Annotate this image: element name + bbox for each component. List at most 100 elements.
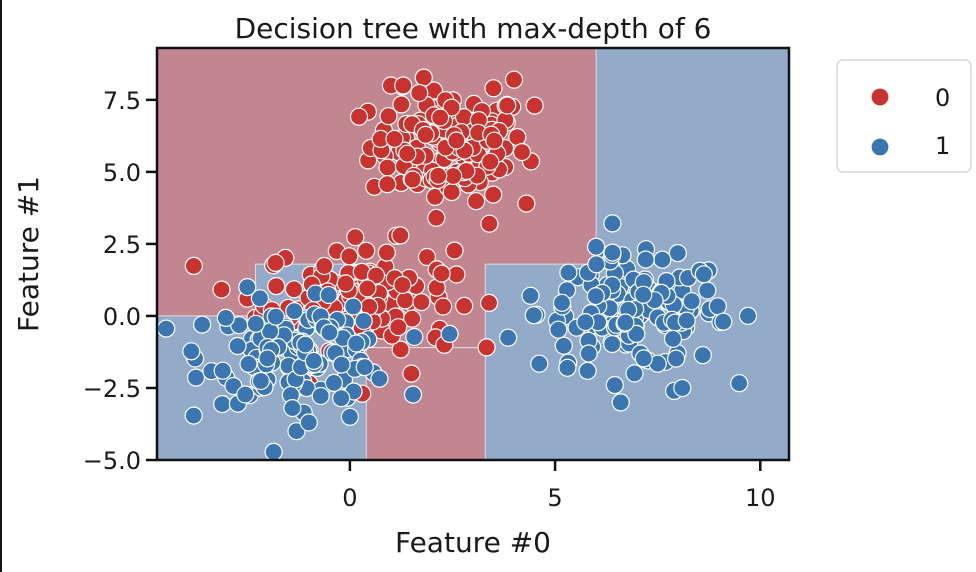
point-class-0-122 bbox=[349, 107, 369, 126]
point-class-1-79 bbox=[524, 306, 543, 325]
point-class-0-94 bbox=[410, 83, 429, 103]
point-class-0-258 bbox=[315, 256, 334, 276]
point-class-1-269 bbox=[332, 355, 351, 374]
point-class-0-131 bbox=[481, 152, 500, 171]
y-tick-label: −5.0 bbox=[83, 447, 141, 475]
point-class-1-270 bbox=[304, 351, 323, 370]
y-axis-label: Feature #1 bbox=[12, 176, 45, 332]
point-class-0-283 bbox=[504, 70, 524, 89]
point-class-1-5 bbox=[605, 376, 624, 395]
point-class-1-99 bbox=[666, 349, 686, 368]
point-class-0-48 bbox=[467, 192, 486, 211]
point-class-0-185 bbox=[455, 296, 474, 315]
point-class-1-290 bbox=[213, 361, 232, 380]
point-class-1-143 bbox=[634, 349, 653, 368]
point-class-1-292 bbox=[287, 422, 306, 441]
point-class-0-260 bbox=[432, 264, 451, 283]
point-class-0-177 bbox=[391, 340, 410, 359]
point-class-1-294 bbox=[299, 413, 318, 432]
point-class-1-263 bbox=[355, 358, 374, 377]
point-class-1-291 bbox=[283, 399, 302, 418]
point-class-1-131 bbox=[682, 292, 701, 311]
point-class-1-52 bbox=[554, 336, 573, 355]
point-class-1-149 bbox=[634, 285, 653, 304]
point-class-1-287 bbox=[521, 286, 540, 305]
point-class-0-233 bbox=[357, 241, 376, 260]
point-class-1-59 bbox=[549, 320, 568, 339]
point-class-1-279 bbox=[216, 308, 235, 327]
point-class-1-251 bbox=[403, 385, 423, 404]
y-tick-label: 5.0 bbox=[103, 159, 141, 187]
point-class-0-191 bbox=[284, 280, 304, 299]
point-class-1-139 bbox=[552, 293, 572, 312]
point-class-1-266 bbox=[251, 371, 270, 391]
point-class-1-271 bbox=[320, 323, 339, 342]
point-class-0-109 bbox=[416, 125, 435, 144]
legend-label-class-1: 1 bbox=[935, 132, 950, 160]
point-class-1-255 bbox=[246, 314, 265, 333]
y-tick-label: 2.5 bbox=[103, 231, 141, 259]
point-class-1-277 bbox=[324, 373, 343, 392]
point-class-1-147 bbox=[616, 313, 635, 332]
point-class-1-288 bbox=[558, 358, 577, 377]
point-class-1-35 bbox=[708, 297, 727, 316]
point-class-0-140 bbox=[398, 144, 417, 163]
point-class-1-138 bbox=[499, 328, 518, 347]
plot-area bbox=[157, 48, 789, 460]
point-class-1-260 bbox=[296, 335, 315, 354]
point-class-1-32 bbox=[653, 250, 672, 269]
scatter-points bbox=[157, 68, 758, 460]
point-class-1-120 bbox=[579, 344, 598, 363]
point-class-1-217 bbox=[213, 395, 232, 414]
point-class-1-7 bbox=[668, 244, 687, 263]
point-class-0-160 bbox=[267, 277, 286, 296]
point-class-1-34 bbox=[730, 374, 749, 393]
point-class-1-286 bbox=[714, 312, 733, 331]
point-class-0-123 bbox=[385, 129, 404, 148]
point-class-0-290 bbox=[402, 364, 421, 383]
point-class-0-149 bbox=[447, 131, 466, 150]
x-tick-label: 0 bbox=[342, 484, 357, 512]
point-class-1-215 bbox=[311, 386, 330, 406]
point-class-1-293 bbox=[238, 278, 257, 297]
point-class-1-285 bbox=[738, 306, 758, 325]
point-class-0-196 bbox=[477, 338, 496, 357]
chart-title: Decision tree with max-depth of 6 bbox=[235, 12, 712, 45]
point-class-0-18 bbox=[427, 208, 446, 227]
point-class-0-38 bbox=[392, 95, 411, 114]
point-class-1-9 bbox=[578, 361, 597, 380]
y-tick-label: −2.5 bbox=[83, 375, 141, 403]
legend-label-class-0: 0 bbox=[935, 84, 950, 112]
x-axis-label: Feature #0 bbox=[395, 526, 551, 559]
point-class-0-242 bbox=[389, 318, 408, 337]
point-class-0-146 bbox=[485, 131, 504, 150]
point-class-1-137 bbox=[587, 255, 606, 274]
point-class-0-273 bbox=[336, 274, 355, 293]
x-tick-label: 5 bbox=[547, 484, 562, 512]
point-class-0-261 bbox=[391, 226, 410, 245]
point-class-0-279 bbox=[266, 253, 285, 272]
point-class-1-49 bbox=[530, 354, 549, 373]
point-class-0-237 bbox=[445, 241, 464, 260]
point-class-0-289 bbox=[377, 243, 396, 262]
point-class-1-258 bbox=[440, 324, 459, 343]
point-class-1-273 bbox=[285, 302, 304, 321]
point-class-0-282 bbox=[484, 79, 503, 98]
point-class-1-265 bbox=[347, 334, 366, 353]
point-class-0-244 bbox=[212, 280, 231, 299]
point-class-0-285 bbox=[517, 194, 536, 213]
point-class-1-3 bbox=[625, 364, 644, 383]
x-axis-ticks: 0 5 10 bbox=[342, 460, 776, 512]
point-class-0-145 bbox=[429, 166, 448, 185]
point-class-1-295 bbox=[340, 407, 359, 426]
point-class-1-268 bbox=[266, 307, 285, 326]
point-class-0-255 bbox=[340, 247, 359, 266]
point-class-1-114 bbox=[698, 281, 717, 300]
point-class-1-185 bbox=[157, 319, 176, 338]
point-class-0-175 bbox=[184, 256, 203, 275]
point-class-0-200 bbox=[346, 228, 365, 247]
point-class-0-126 bbox=[498, 96, 517, 115]
point-class-1-163 bbox=[186, 368, 206, 387]
legend: 0 1 bbox=[836, 59, 972, 173]
